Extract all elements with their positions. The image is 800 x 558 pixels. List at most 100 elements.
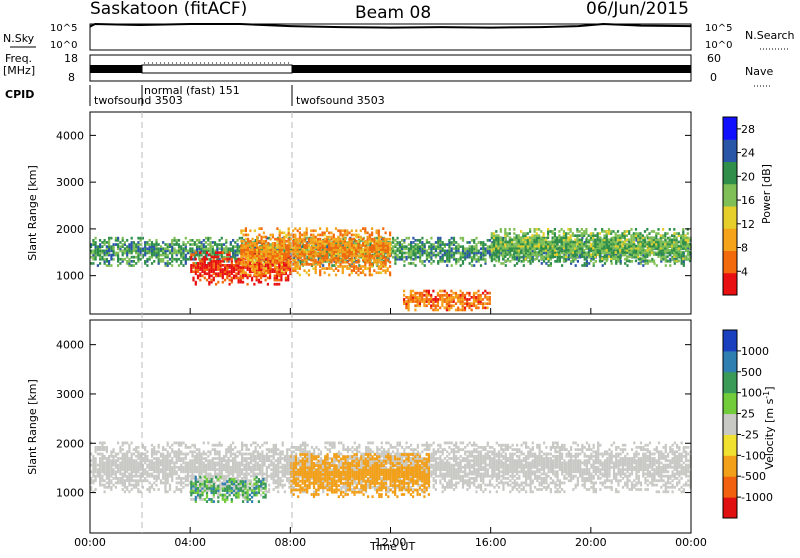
heatmap-cell (209, 241, 211, 244)
heatmap-cell (451, 237, 453, 240)
heatmap-cell (437, 252, 439, 255)
heatmap-cell (355, 229, 357, 232)
heatmap-cell (322, 264, 324, 267)
heatmap-cell (276, 283, 278, 286)
heatmap-cell (469, 245, 471, 248)
heatmap-cell (561, 228, 563, 231)
heatmap-cell (491, 249, 493, 252)
heatmap-cell (160, 254, 162, 257)
heatmap-cell (97, 453, 99, 456)
heatmap-cell (626, 230, 628, 233)
heatmap-cell (504, 260, 506, 263)
heatmap-cell (673, 260, 675, 263)
heatmap-cell (430, 243, 432, 246)
heatmap-cell (240, 244, 242, 247)
heatmap-cell (192, 270, 194, 273)
heatmap-cell (167, 243, 169, 246)
heatmap-cell (95, 457, 97, 460)
heatmap-cell (417, 296, 419, 299)
heatmap-cell (531, 253, 533, 256)
heatmap-cell (140, 237, 142, 240)
heatmap-cell (525, 232, 527, 235)
heatmap-cell (543, 260, 545, 263)
heatmap-cell (486, 307, 488, 310)
heatmap-cell (315, 250, 317, 253)
heatmap-cell (135, 479, 137, 482)
heatmap-cell (92, 479, 94, 482)
heatmap-cell (235, 272, 237, 275)
heatmap-cell (140, 490, 142, 493)
heatmap-cell (509, 228, 511, 231)
heatmap-cell (211, 260, 213, 263)
heatmap-cell (207, 247, 209, 250)
heatmap-cell (430, 262, 432, 265)
heatmap-cell (415, 264, 417, 267)
heatmap-cell (628, 251, 630, 254)
heatmap-cell (603, 234, 605, 237)
heatmap-cell (288, 238, 290, 241)
heatmap-cell (482, 298, 484, 301)
heatmap-cell (671, 257, 673, 260)
heatmap-cell (297, 261, 299, 264)
heatmap-cell (229, 283, 231, 286)
heatmap-cell (360, 271, 362, 274)
heatmap-cell (453, 247, 455, 250)
heatmap-cell (167, 260, 169, 263)
heatmap-cell (376, 271, 378, 274)
heatmap-cell (299, 250, 301, 253)
heatmap-cell (630, 234, 632, 237)
heatmap-cell (337, 269, 339, 272)
heatmap-cell (594, 234, 596, 237)
heatmap-cell (252, 242, 254, 245)
heatmap-cell (265, 261, 267, 264)
heatmap-cell (556, 241, 558, 244)
heatmap-cell (232, 239, 234, 242)
heatmap-cell (104, 446, 106, 449)
heatmap-cell (588, 234, 590, 237)
heatmap-cell (362, 238, 364, 241)
heatmap-cell (608, 228, 610, 231)
heatmap-cell (599, 232, 601, 235)
heatmap-cell (306, 250, 308, 253)
heatmap-cell (450, 294, 452, 297)
heatmap-cell (435, 304, 437, 307)
heatmap-cell (205, 241, 207, 244)
heatmap-cell (164, 243, 166, 246)
heatmap-cell (292, 229, 294, 232)
heatmap-cell (126, 486, 128, 489)
heatmap-cell (240, 261, 242, 264)
heatmap-cell (217, 256, 219, 259)
heatmap-cell (337, 236, 339, 239)
heatmap-cell (108, 237, 110, 240)
heatmap-cell (412, 262, 414, 265)
heatmap-cell (224, 264, 226, 267)
heatmap-cell (196, 239, 198, 242)
heatmap-cell (455, 258, 457, 261)
heatmap-cell (171, 239, 173, 242)
heatmap-cell (146, 241, 148, 244)
heatmap-cell (261, 246, 263, 249)
heatmap-cell (270, 238, 272, 241)
heatmap-cell (687, 232, 689, 235)
heatmap-cell (122, 250, 124, 253)
heatmap-cell (424, 260, 426, 263)
heatmap-cell (412, 290, 414, 293)
heatmap-cell (471, 309, 473, 312)
heatmap-cell (256, 274, 258, 277)
heatmap-cell (97, 264, 99, 267)
heatmap-cell (509, 260, 511, 263)
heatmap-cell (92, 250, 94, 253)
colorbar-tick-label: 24 (741, 147, 755, 160)
heatmap-cell (133, 484, 135, 487)
heatmap-cell (504, 228, 506, 231)
heatmap-cell (444, 243, 446, 246)
heatmap-cell (108, 455, 110, 458)
heatmap-cell (410, 262, 412, 265)
heatmap-cell (294, 234, 296, 237)
heatmap-cell (617, 243, 619, 246)
heatmap-cell (328, 259, 330, 262)
heatmap-cell (648, 253, 650, 256)
heatmap-cell (412, 241, 414, 244)
heatmap-cell (279, 229, 281, 232)
